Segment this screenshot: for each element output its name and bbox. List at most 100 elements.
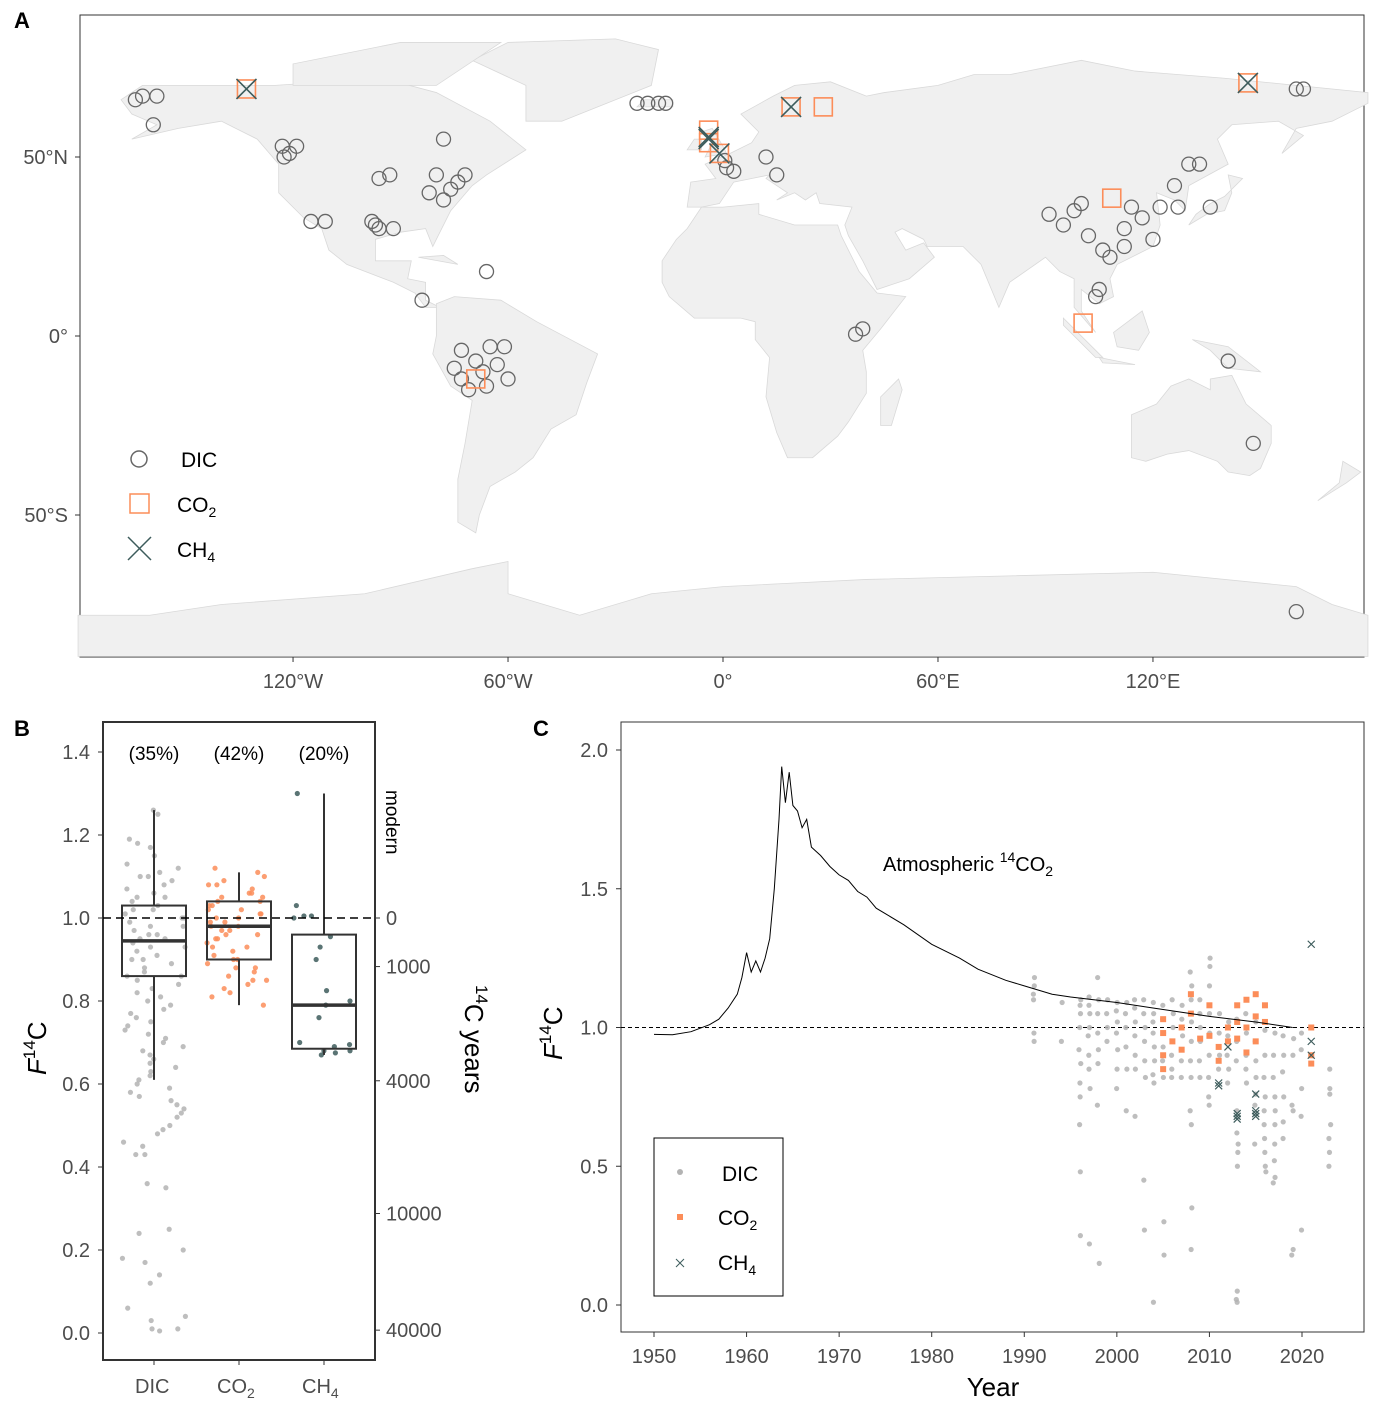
dic-site-marker xyxy=(650,95,667,111)
sample-point xyxy=(146,932,152,938)
co2-point xyxy=(1243,1049,1250,1056)
sample-point xyxy=(246,890,252,896)
co2-site-marker xyxy=(465,369,486,389)
dic-site-marker xyxy=(758,149,774,165)
dic-point xyxy=(1253,1074,1259,1081)
land-polygon xyxy=(1113,310,1150,351)
dic-point xyxy=(1234,1288,1240,1294)
dic-point xyxy=(1234,1130,1240,1136)
dic-point xyxy=(1272,1108,1278,1114)
y2-axis-label: 14C years xyxy=(459,985,491,1094)
co2-point xyxy=(1234,1002,1241,1009)
dic-point xyxy=(1077,1169,1083,1175)
ch4-site-marker xyxy=(1237,72,1259,94)
dic-site-marker xyxy=(855,321,871,337)
sample-point xyxy=(175,865,181,871)
dic-site-marker xyxy=(1134,210,1150,226)
x-axis-label: Year xyxy=(967,1372,1020,1402)
y-tick-label: 50°N xyxy=(23,147,68,169)
dic-point xyxy=(1328,1122,1334,1128)
sample-point xyxy=(204,961,211,967)
land-polygon xyxy=(432,296,599,534)
dic-point xyxy=(1095,1047,1101,1053)
dic-point xyxy=(1030,991,1036,997)
dic-point xyxy=(1160,1074,1166,1081)
dic-point xyxy=(1086,1024,1093,1031)
co2-point xyxy=(1224,1038,1231,1045)
ch4-point xyxy=(1307,1051,1316,1060)
dic-point xyxy=(1262,1052,1268,1058)
panel-label-a: A xyxy=(14,8,30,33)
y-tick-label: 1.5 xyxy=(580,879,608,901)
dic-point xyxy=(1225,1080,1231,1086)
sample-point xyxy=(169,878,175,884)
dic-point xyxy=(1096,997,1102,1003)
dic-point xyxy=(1235,1141,1241,1147)
dic-point xyxy=(1077,1011,1084,1017)
percent-label: (42%) xyxy=(214,744,265,765)
dic-point xyxy=(1299,1085,1305,1092)
x-tick-label: 1990 xyxy=(1002,1346,1047,1368)
dic-point xyxy=(1058,1038,1064,1044)
x-tick-label: 60°W xyxy=(483,671,532,693)
ch4-site-marker xyxy=(698,126,720,148)
dic-site-marker xyxy=(769,167,785,183)
sample-point xyxy=(137,873,143,880)
ch4-site-marker xyxy=(235,78,258,100)
ch4-point xyxy=(1224,1043,1232,1051)
co2-point xyxy=(1252,991,1259,998)
dic-point xyxy=(1270,1180,1276,1186)
ch4-point xyxy=(1214,1079,1223,1087)
panel-label-c: C xyxy=(533,716,549,741)
box-iqr xyxy=(206,900,272,961)
dic-site-marker xyxy=(1288,604,1304,620)
dic-point xyxy=(1189,983,1195,989)
sample-point xyxy=(147,923,154,929)
sample-point xyxy=(227,927,233,934)
sample-point xyxy=(162,894,168,900)
dic-point xyxy=(1235,1149,1241,1155)
dic-point xyxy=(1234,1163,1241,1169)
sample-point xyxy=(212,865,218,871)
ch4-point xyxy=(1233,1109,1242,1118)
x-tick-label: 120°W xyxy=(263,671,323,693)
sample-point xyxy=(180,1044,186,1050)
co2-site-marker xyxy=(236,79,257,99)
dic-site-marker xyxy=(1170,199,1186,215)
dic-point xyxy=(1262,1094,1268,1100)
y-tick-label: 1.4 xyxy=(62,742,90,764)
ch4-site-marker xyxy=(708,142,730,164)
dic-point xyxy=(1141,1177,1147,1183)
sample-point xyxy=(128,1010,134,1017)
sample-point xyxy=(156,1328,163,1334)
dic-site-marker xyxy=(414,292,430,308)
dic-point xyxy=(1188,1074,1194,1081)
dic-point xyxy=(1104,1024,1110,1031)
percent-label: (35%) xyxy=(129,744,180,765)
co2-site-marker xyxy=(781,97,801,117)
x-tick-label: 1950 xyxy=(632,1346,677,1368)
co2-site-marker xyxy=(698,132,719,153)
dic-point xyxy=(1280,1069,1286,1075)
co2-point xyxy=(1224,1024,1231,1031)
sample-point xyxy=(223,932,229,938)
dic-point xyxy=(1095,1060,1101,1067)
sample-point xyxy=(175,981,182,988)
sample-point xyxy=(245,981,251,988)
sample-point xyxy=(238,907,244,913)
dic-point xyxy=(1151,1058,1158,1064)
ch4-site-marker xyxy=(780,96,802,118)
co2-point xyxy=(1160,1016,1167,1023)
dic-point xyxy=(1160,1002,1166,1008)
sample-point xyxy=(122,1027,128,1033)
dic-site-marker xyxy=(1123,199,1140,215)
sample-point xyxy=(175,1326,181,1332)
land-masses xyxy=(77,38,1369,657)
sample-point xyxy=(313,956,319,963)
dic-site-marker xyxy=(1191,156,1208,172)
sample-point xyxy=(346,1041,353,1048)
dic-site-marker xyxy=(478,378,495,394)
dic-site-marker xyxy=(658,95,674,111)
y-tick-label: 50°S xyxy=(24,505,68,527)
co2-point xyxy=(1261,1018,1268,1025)
